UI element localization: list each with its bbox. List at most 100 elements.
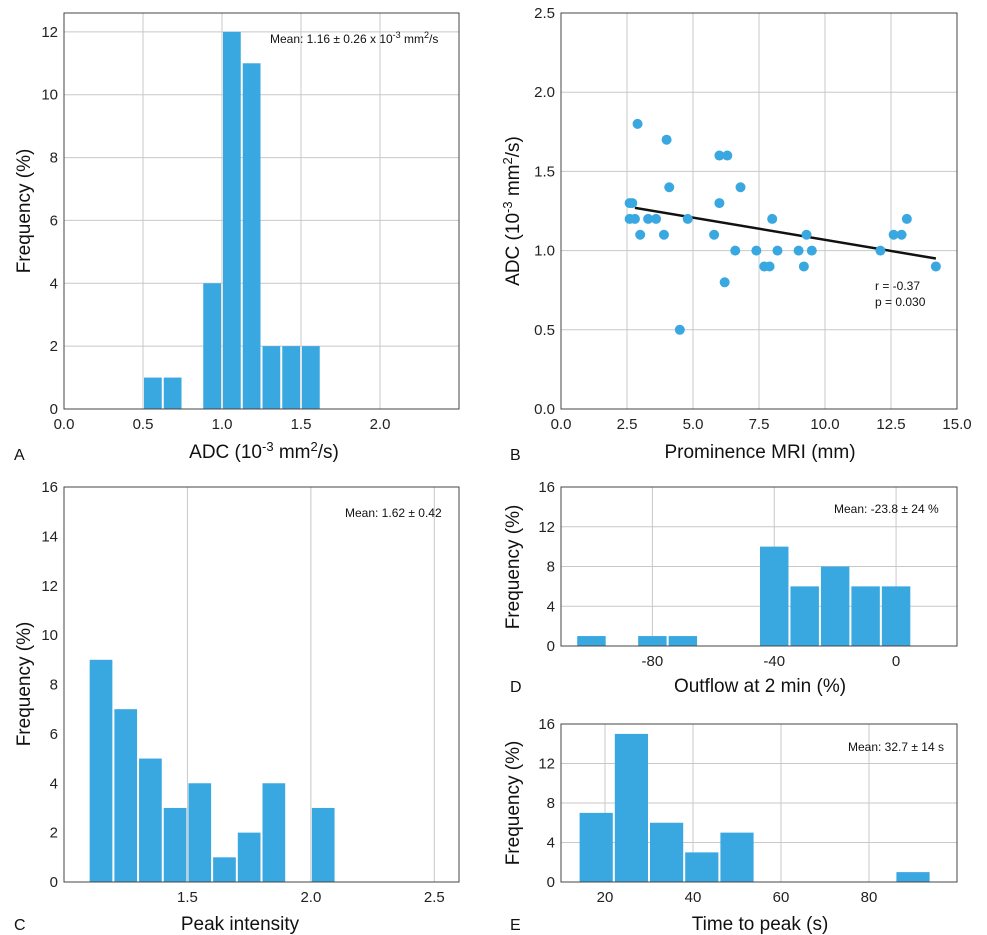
panel-d-frame: [560, 486, 958, 647]
panel-a-grid: [63, 13, 459, 410]
panel-c-y-tick-label: 2: [50, 825, 58, 842]
panel-e-annotation: Mean: 32.7 ± 14 s: [848, 740, 944, 754]
panel-c-bar: [262, 783, 286, 882]
panel-d-annotation: Mean: -23.8 ± 24 %: [834, 502, 939, 516]
panel-d-x-ticks: -80 -40 0: [642, 653, 901, 670]
panel-c-y-tick-label: 8: [50, 677, 58, 694]
panel-e-y-tick-label: 12: [538, 756, 555, 773]
panel-b-point: [901, 213, 912, 224]
panel-c-bar: [237, 832, 261, 882]
panel-a-bar: [302, 346, 320, 409]
panel-d-y-tick-label: 8: [547, 559, 555, 576]
panel-b-y-ticks: 0.0 0.5 1.0 1.5 2.0 2.5: [534, 5, 555, 418]
panel-e-y-tick-label: 0: [547, 874, 555, 891]
panel-c-x-tick-label: 2.5: [424, 889, 445, 906]
panel-d-y-ticks: 0 4 8 12 16: [538, 479, 555, 655]
panel-b-y-label: ADC (10-3 mm2/s): [500, 136, 524, 286]
panel-e-y-tick-label: 16: [538, 716, 555, 733]
panel-b-x-tick-label: 7.5: [749, 416, 770, 433]
panel-e-bar: [685, 852, 719, 882]
panel-b-letter: B: [510, 447, 521, 464]
panel-a-x-tick-label: 2.0: [370, 416, 391, 433]
panel-b-point: [627, 198, 638, 209]
panel-e-bar: [579, 812, 613, 882]
panel-b-point: [751, 245, 762, 256]
panel-d-bars: [577, 546, 911, 646]
panel-b-point: [714, 150, 725, 161]
panel-b-point: [730, 245, 741, 256]
panel-b-point: [682, 213, 693, 224]
panel-c-annotation: Mean: 1.62 ± 0.42: [345, 506, 442, 520]
panel-b-point: [651, 213, 662, 224]
panel-d-x-label: Outflow at 2 min (%): [674, 676, 846, 697]
panel-d-x-tick-label: -40: [763, 653, 785, 670]
panel-d-x-tick-label: 0: [892, 653, 900, 670]
panel-e-x-label: Time to peak (s): [692, 914, 829, 935]
panel-b-x-ticks: 0.0 2.5 5.0 7.5 10.0 12.5 15.0: [551, 416, 972, 433]
panel-d-x-tick-label: -80: [642, 653, 664, 670]
panel-d-bar: [820, 566, 850, 646]
panel-b-x-tick-label: 0.0: [551, 416, 572, 433]
panel-d-y-tick-label: 16: [538, 479, 555, 496]
panel-e-frame: [560, 723, 958, 883]
panel-d-y-label: Frequency (%): [503, 505, 524, 630]
panel-b-point: [930, 261, 941, 272]
panel-d-y-tick-label: 4: [547, 598, 555, 615]
panel-d-bar: [790, 586, 819, 646]
panel-a-x-tick-label: 0.0: [54, 416, 75, 433]
panel-b-point: [798, 261, 809, 272]
panel-b-x-tick-label: 12.5: [876, 416, 905, 433]
panel-c-x-tick-label: 2.0: [300, 889, 321, 906]
panel-c-bar: [188, 783, 212, 882]
panel-e-bars: [579, 733, 930, 882]
panel-b-y-tick-label: 2.0: [534, 84, 555, 101]
panel-a-y-tick-label: 6: [50, 212, 58, 229]
panel-a-frame: [63, 12, 460, 410]
panel-c-frame: [63, 486, 460, 883]
panel-b-point: [658, 229, 669, 240]
panel-b-point: [722, 150, 733, 161]
panel-b-grid: [560, 12, 958, 410]
panel-b-y-tick-label: 1.0: [534, 243, 555, 260]
panel-b-point: [801, 229, 812, 240]
panel-c-bar: [114, 709, 138, 882]
panel-a-y-tick-label: 10: [41, 87, 58, 104]
panel-b-frame: [560, 12, 958, 410]
panel-b-point: [735, 182, 746, 193]
panel-c-letter: C: [14, 917, 26, 934]
panel-e-bar: [650, 822, 684, 882]
panel-e-y-label: Frequency (%): [503, 741, 524, 866]
panel-a-bar: [144, 377, 162, 409]
panel-b-point: [629, 213, 640, 224]
panel-b-point: [806, 245, 817, 256]
panel-c-y-tick-label: 12: [41, 578, 58, 595]
panel-b-point: [896, 229, 907, 240]
panel-c-bar: [139, 758, 162, 882]
panel-c-bar: [163, 807, 187, 882]
panel-a-y-label: Frequency (%): [14, 149, 35, 274]
panel-c-bar: [89, 659, 113, 882]
panel-c-y-tick-label: 6: [50, 726, 58, 743]
panel-c-y-tick-label: 14: [41, 528, 58, 545]
panel-c-grid: [186, 487, 435, 882]
panel-e-x-tick-label: 20: [597, 889, 614, 906]
panel-d-bar: [881, 586, 911, 646]
panel-a-x-label: ADC (10-3 mm2/s): [189, 439, 339, 463]
panel-d-y-tick-label: 0: [547, 638, 555, 655]
panel-a-y-tick-label: 2: [50, 338, 58, 355]
panel-e-bar: [896, 872, 930, 882]
panel-d-bar: [760, 546, 789, 646]
panel-b-point: [709, 229, 720, 240]
panel-e-letter: E: [510, 917, 521, 934]
panel-a-y-tick-label: 4: [50, 275, 58, 292]
panel-b-point: [767, 213, 778, 224]
panel-a-x-tick-label: 1.5: [291, 416, 312, 433]
panel-a: 0.0 0.5 1.0 1.5 2.0 0 2 4 6 8 10 12 Mean: 1.16 ± 0…: [14, 12, 460, 464]
panel-a-letter: A: [14, 447, 25, 464]
panel-d-bar: [577, 636, 606, 646]
panel-b-annotation-p: p = 0.030: [875, 295, 926, 309]
panel-b-y-tick-label: 0.5: [534, 322, 555, 339]
panel-b: 0.0 2.5 5.0 7.5 10.0 12.5 15.0 0.0 0.5 1.0 1.5 2.0…: [500, 5, 972, 464]
panel-b-point: [661, 134, 672, 145]
